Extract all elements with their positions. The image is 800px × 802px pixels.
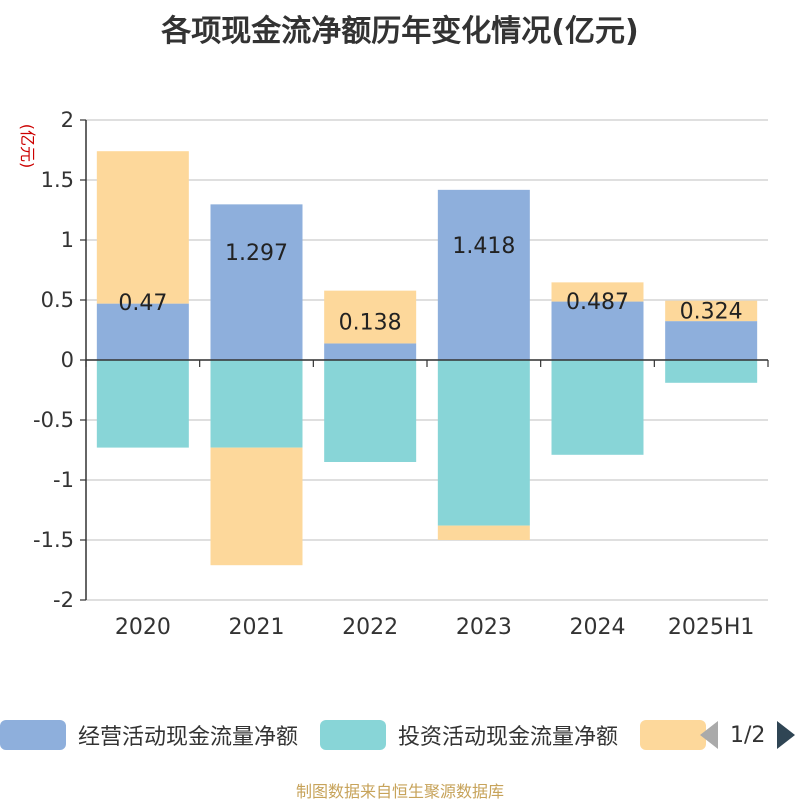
bar-2020-series-0: [96, 303, 189, 360]
legend-item-investing[interactable]: 投资活动现金流量净额: [320, 720, 618, 750]
y-tick-label: -1.5: [33, 528, 74, 552]
legend-label-investing: 投资活动现金流量净额: [398, 725, 619, 750]
data-label: 1.418: [452, 234, 515, 259]
y-tick-label: 1.5: [41, 168, 74, 192]
bar-2023-series-2: [437, 525, 530, 540]
bar-2022-series-1: [324, 360, 417, 462]
y-tick-label: 1: [61, 228, 74, 252]
x-tick-label: 2022: [342, 615, 398, 640]
legend-swatch-financing: [640, 720, 706, 750]
pager-indicator: 1/2: [730, 722, 766, 748]
legend-swatch-investing: [320, 720, 386, 750]
bar-2025H1-series-1: [665, 360, 758, 383]
bar-2025H1-series-2: [665, 300, 758, 322]
legend-swatch-operating: [0, 720, 66, 750]
pager-next-icon[interactable]: [777, 721, 796, 749]
data-label: 0.324: [680, 300, 743, 325]
bar-2024-series-1: [551, 360, 644, 455]
y-tick-label: 0: [61, 348, 74, 372]
bar-2021-series-2: [210, 447, 303, 566]
bar-2022-series-2: [324, 290, 417, 344]
x-tick-label: 2023: [456, 615, 512, 640]
chart-title: 各项现金流净额历年变化情况(亿元): [161, 14, 639, 49]
y-tick-label: 0.5: [41, 288, 74, 312]
data-label: 0.47: [118, 291, 167, 316]
y-tick-label: -2: [53, 588, 74, 612]
legend-pager: 1/2: [700, 720, 796, 750]
x-tick-label: 2025H1: [668, 615, 755, 640]
pager-prev-icon[interactable]: [700, 721, 718, 749]
x-tick-label: 2021: [229, 615, 285, 640]
bar-2022-series-0: [324, 343, 417, 360]
bar-2021-series-1: [210, 360, 303, 448]
data-label: 0.138: [339, 311, 402, 336]
y-tick-label: -1: [53, 468, 74, 492]
y-axis-title: (亿元): [18, 124, 37, 169]
bar-2024-series-0: [551, 301, 644, 360]
bar-2024-series-2: [551, 282, 644, 302]
legend-label-operating: 经营活动现金流量净额: [78, 725, 299, 750]
x-tick-label: 2024: [570, 615, 626, 640]
data-label: 0.487: [566, 290, 629, 315]
x-tick-label: 2020: [115, 615, 171, 640]
bar-2025H1-series-0: [665, 321, 758, 360]
legend-item-operating[interactable]: 经营活动现金流量净额: [0, 720, 298, 750]
y-tick-label: -0.5: [33, 408, 74, 432]
legend-item-financing[interactable]: [640, 720, 718, 750]
y-tick-label: 2: [61, 108, 74, 132]
legend: 经营活动现金流量净额 投资活动现金流量净额 1/2: [0, 715, 800, 755]
data-label: 1.297: [225, 241, 288, 266]
bar-2023-series-1: [437, 360, 530, 526]
bar-2020-series-2: [96, 151, 189, 304]
source-note: 制图数据来自恒生聚源数据库: [295, 782, 504, 801]
bar-2020-series-1: [96, 360, 189, 448]
bar-2021-series-0: [210, 204, 303, 360]
bar-2023-series-0: [437, 189, 530, 360]
